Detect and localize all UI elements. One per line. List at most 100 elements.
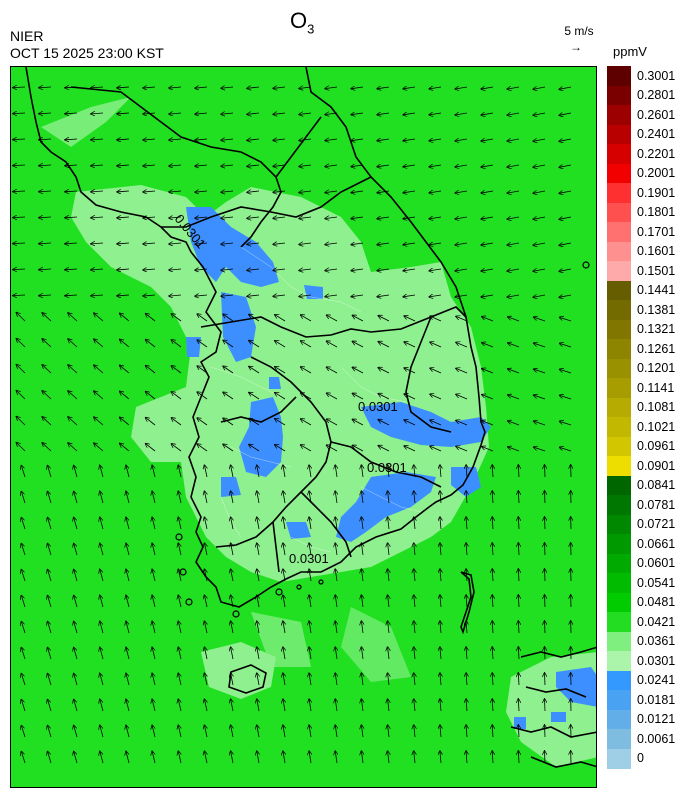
- wind-vector: [325, 87, 338, 89]
- wind-vector: [283, 725, 285, 738]
- wind-vector: [126, 595, 130, 608]
- wind-vector: [361, 699, 363, 712]
- colorbar-segment: [607, 709, 631, 730]
- wind-vector: [231, 491, 233, 504]
- wind-vector: [169, 191, 182, 192]
- wind-vector: [117, 243, 130, 244]
- wind-vector: [430, 446, 442, 452]
- wind-vector: [533, 87, 546, 89]
- wind-vector: [533, 165, 546, 167]
- wind-vector: [21, 752, 26, 764]
- wind-vector: [440, 517, 441, 530]
- wind-vector: [169, 165, 182, 166]
- wind-vector: [91, 269, 104, 270]
- wind-vector: [388, 595, 389, 608]
- wind-vector: [16, 365, 26, 374]
- wind-vector: [335, 543, 337, 556]
- colorbar-tick-label: 0.0901: [637, 458, 676, 473]
- wind-vector: [325, 139, 338, 141]
- wind-vector: [257, 517, 259, 530]
- wind-vector: [257, 491, 259, 504]
- wind-vector: [126, 673, 130, 686]
- wind-vector: [492, 725, 493, 738]
- wind-vector: [388, 673, 389, 686]
- wind-vector: [404, 316, 416, 322]
- wind-vector: [429, 113, 442, 115]
- wind-vector: [352, 419, 364, 426]
- wind-vector: [195, 217, 208, 218]
- title-subscript: 3: [307, 21, 315, 37]
- wind-vector: [94, 443, 104, 452]
- wind-vector: [16, 443, 26, 452]
- wind-vector: [404, 446, 416, 452]
- wind-vector: [146, 314, 156, 322]
- wind-vector: [335, 725, 337, 738]
- wind-vector: [283, 699, 285, 712]
- wind-vector: [178, 621, 181, 634]
- wind-vector: [534, 317, 546, 322]
- wind-vector: [100, 517, 104, 530]
- wind-vector: [492, 517, 493, 530]
- wind-vector: [178, 465, 181, 478]
- wind-vector: [48, 518, 52, 530]
- wind-vector: [283, 517, 285, 530]
- wind-vector: [440, 725, 441, 738]
- wind-vector: [21, 570, 26, 582]
- wind-vector: [325, 165, 338, 167]
- colorbar-tick-label: 0.0841: [637, 478, 676, 493]
- ozone-map: 0.0301 0.0301 0.0301 0.0301: [10, 66, 597, 788]
- wind-vector: [257, 569, 259, 582]
- wind-vector: [221, 113, 234, 114]
- wind-vector: [299, 243, 312, 245]
- colorbar-segment: [607, 592, 631, 613]
- wind-vector: [197, 444, 208, 452]
- wind-vector: [91, 191, 104, 192]
- wind-vector: [377, 113, 390, 115]
- wind-vector: [231, 569, 233, 582]
- colorbar-segment: [607, 553, 631, 574]
- wind-vector: [257, 595, 259, 608]
- wind-vector: [204, 595, 207, 608]
- wind-vector: [377, 269, 390, 271]
- wind-vector: [283, 543, 285, 556]
- wind-vector: [275, 393, 286, 400]
- wind-vector: [481, 269, 494, 271]
- wind-vector: [388, 465, 389, 478]
- wind-vector: [42, 443, 52, 452]
- wind-vector: [414, 491, 415, 504]
- wind-vector: [39, 295, 52, 296]
- wind-vector: [466, 543, 467, 556]
- wind-vector: [195, 243, 208, 244]
- wind-vector: [361, 491, 363, 504]
- contour-label: 0.0301: [289, 551, 329, 566]
- wind-vector: [377, 243, 390, 245]
- wind-vector: [152, 517, 155, 530]
- wind-vector: [249, 314, 260, 322]
- wind-vector: [74, 465, 78, 478]
- wind-vector: [126, 699, 130, 712]
- wind-vector: [388, 569, 389, 582]
- wind-vector: [466, 621, 467, 634]
- wind-vector: [299, 87, 312, 89]
- wind-vector: [455, 269, 468, 271]
- wind-vector: [335, 595, 337, 608]
- wind-vector: [257, 699, 259, 712]
- wind-vector: [351, 243, 364, 245]
- wind-vector: [169, 217, 182, 218]
- wind-vector: [65, 113, 78, 114]
- wind-vector: [143, 269, 156, 270]
- wind-vector: [466, 569, 467, 582]
- wind-vector: [388, 699, 389, 712]
- wind-vector: [178, 647, 181, 660]
- wind-vector: [100, 491, 104, 504]
- wind-vector: [377, 139, 390, 141]
- colorbar-tick-label: 0.0061: [637, 731, 676, 746]
- wind-vector: [351, 87, 364, 89]
- wind-vector: [309, 569, 311, 582]
- wind-vector: [518, 699, 519, 712]
- wind-vector: [508, 447, 520, 452]
- wind-vector: [21, 622, 26, 634]
- wind-vector: [352, 393, 364, 400]
- wind-vector: [21, 648, 26, 660]
- wind-vector: [440, 751, 441, 764]
